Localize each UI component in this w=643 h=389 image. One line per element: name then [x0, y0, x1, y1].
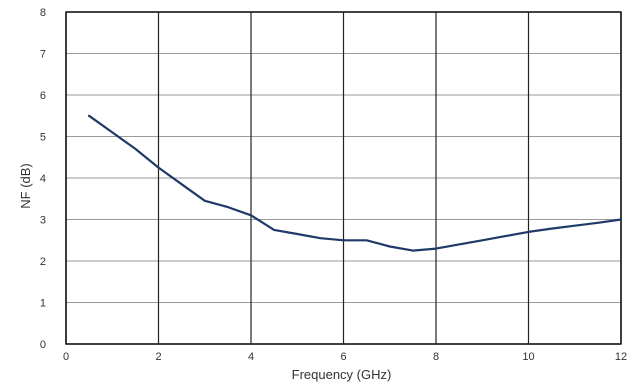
- series-layer: [87, 114, 623, 252]
- y-tick-label: 1: [40, 298, 46, 310]
- x-tick-label: 2: [155, 351, 161, 363]
- grid-layer: [65, 11, 622, 345]
- x-tick-label: 0: [63, 351, 69, 363]
- x-tick-label: 12: [615, 351, 627, 363]
- y-tick-label: 0: [40, 339, 46, 351]
- x-tick-label: 6: [340, 351, 346, 363]
- y-tick-label: 6: [40, 90, 46, 102]
- y-axis-title: NF (dB): [18, 163, 33, 209]
- x-tick-label: 4: [248, 351, 254, 363]
- x-tick-label: 8: [433, 351, 439, 363]
- y-tick-label: 5: [40, 132, 46, 144]
- y-tick-label: 4: [40, 173, 46, 185]
- plot-frame: [65, 11, 622, 345]
- y-tick-label: 8: [40, 7, 46, 19]
- y-tick-label: 7: [40, 49, 46, 61]
- y-tick-label: 3: [40, 215, 46, 227]
- nf-series-line: [87, 114, 623, 252]
- y-tick-label: 2: [40, 256, 46, 268]
- x-tick-label: 10: [522, 351, 534, 363]
- x-axis-title: Frequency (GHz): [292, 367, 392, 382]
